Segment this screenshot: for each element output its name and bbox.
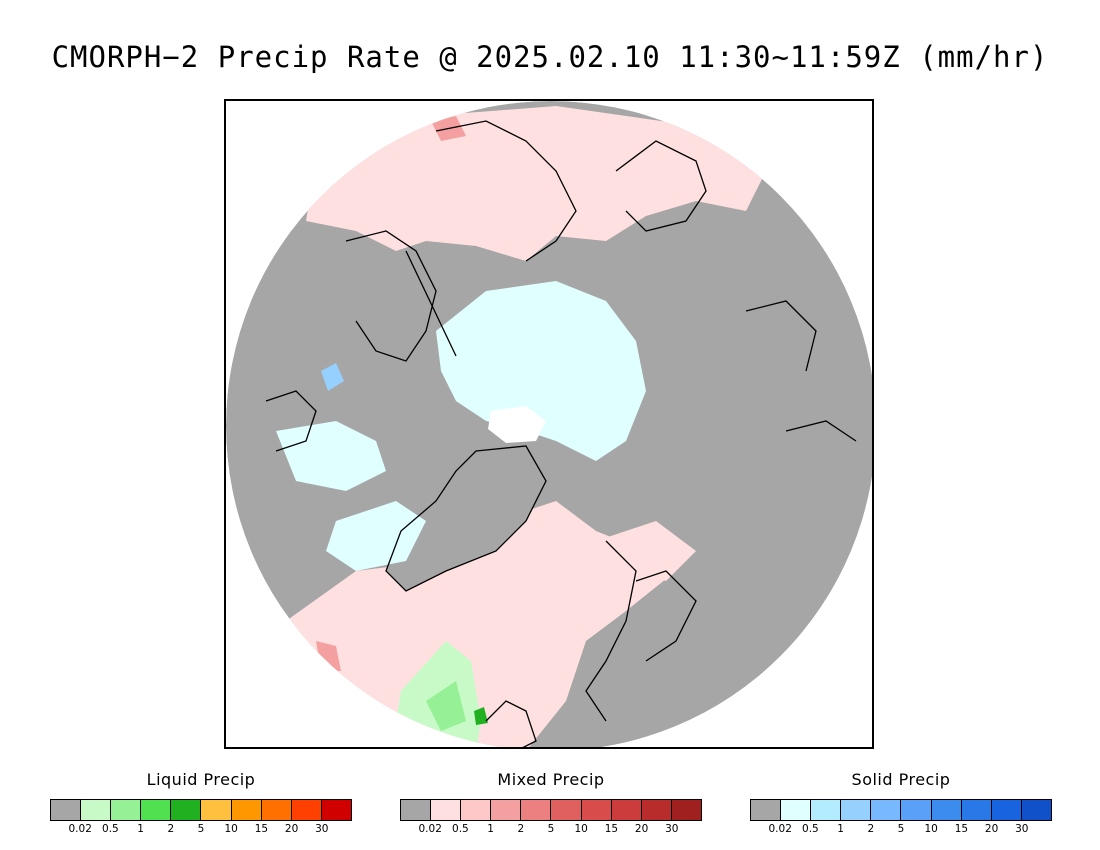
legend-liquid: Liquid Precip 0.02 0.5 1 2 5 10 15 20 30 bbox=[50, 770, 352, 835]
legend-tick-liquid-3: 2 bbox=[167, 823, 175, 835]
solid-precip-area-arctic bbox=[436, 281, 646, 461]
legend-swatch-solid-8 bbox=[991, 800, 1022, 820]
legend-tick-mixed-2: 1 bbox=[487, 823, 494, 835]
legend-tick-mixed-0: 0.02 bbox=[418, 823, 442, 835]
legend-swatch-liquid-5 bbox=[201, 800, 232, 820]
liquid-precip-moderate bbox=[426, 681, 466, 731]
legend-tick-liquid-0: 0.02 bbox=[68, 823, 92, 835]
map-title: CMORPH−2 Precip Rate @ 2025.02.10 11:30~… bbox=[51, 40, 1049, 74]
mixed-precip-area-atlantic bbox=[286, 501, 676, 747]
legend-tick-mixed-6: 15 bbox=[604, 823, 619, 835]
legend-swatch-mixed-4 bbox=[521, 800, 552, 820]
legend-tick-solid-8: 30 bbox=[1015, 823, 1029, 835]
legend-ticks-mixed: 0.02 0.5 1 2 5 10 15 20 30 bbox=[400, 821, 702, 835]
legend-swatch-mixed-3 bbox=[491, 800, 522, 820]
legend-tick-liquid-2: 1 bbox=[137, 823, 144, 835]
legend-tick-mixed-5: 10 bbox=[574, 823, 588, 835]
legend-tick-liquid-4: 5 bbox=[197, 823, 205, 835]
legend-swatch-solid-5 bbox=[901, 800, 932, 820]
legend-swatch-solid-0 bbox=[751, 800, 782, 820]
legend-tick-liquid-8: 30 bbox=[315, 823, 329, 835]
legend-tick-solid-2: 1 bbox=[837, 823, 844, 835]
legend-swatches-liquid bbox=[50, 799, 352, 821]
solid-precip-area-baffin bbox=[326, 501, 426, 571]
legend-swatches-mixed bbox=[400, 799, 702, 821]
legend-solid: Solid Precip 0.02 0.5 1 2 5 10 15 20 30 bbox=[750, 770, 1052, 835]
legend-swatches-solid bbox=[750, 799, 1052, 821]
legend-tick-liquid-7: 20 bbox=[284, 823, 299, 835]
legend-swatch-mixed-1 bbox=[431, 800, 462, 820]
legend-tick-solid-7: 20 bbox=[984, 823, 999, 835]
legend-swatch-mixed-6 bbox=[581, 800, 612, 820]
legend-swatch-solid-1 bbox=[781, 800, 812, 820]
legend-swatch-liquid-0 bbox=[51, 800, 82, 820]
legend-swatch-mixed-0 bbox=[401, 800, 432, 820]
legend-ticks-liquid: 0.02 0.5 1 2 5 10 15 20 30 bbox=[50, 821, 352, 835]
legend-tick-mixed-7: 20 bbox=[634, 823, 649, 835]
legend-tick-solid-0: 0.02 bbox=[768, 823, 792, 835]
legend-title-solid: Solid Precip bbox=[851, 770, 951, 789]
legend-tick-solid-6: 15 bbox=[954, 823, 969, 835]
legend-swatch-solid-6 bbox=[931, 800, 962, 820]
legend-swatch-liquid-6 bbox=[231, 800, 262, 820]
legend-swatch-liquid-1 bbox=[81, 800, 112, 820]
legend-swatch-solid-7 bbox=[961, 800, 992, 820]
legend-swatch-liquid-9 bbox=[321, 800, 351, 820]
legend-tick-mixed-8: 30 bbox=[665, 823, 679, 835]
legend-tick-liquid-5: 10 bbox=[224, 823, 238, 835]
polar-precip-map bbox=[226, 101, 872, 747]
legend-swatch-solid-2 bbox=[811, 800, 842, 820]
legend-tick-mixed-3: 2 bbox=[517, 823, 525, 835]
legend-tick-solid-3: 2 bbox=[867, 823, 875, 835]
legend-swatch-mixed-2 bbox=[461, 800, 492, 820]
legend-mixed: Mixed Precip 0.02 0.5 1 2 5 10 15 20 30 bbox=[400, 770, 702, 835]
legend-swatch-solid-4 bbox=[871, 800, 902, 820]
legend-swatch-mixed-8 bbox=[641, 800, 672, 820]
mixed-precip-area-norway bbox=[596, 521, 696, 581]
legend-swatch-solid-9 bbox=[1021, 800, 1051, 820]
greenland-landmass bbox=[386, 446, 546, 591]
legend-swatch-liquid-4 bbox=[171, 800, 202, 820]
coastlines bbox=[265, 120, 857, 747]
legend-swatch-liquid-2 bbox=[111, 800, 142, 820]
legend-ticks-solid: 0.02 0.5 1 2 5 10 15 20 30 bbox=[750, 821, 1052, 835]
legend-tick-solid-4: 5 bbox=[897, 823, 905, 835]
legend-swatch-solid-3 bbox=[841, 800, 872, 820]
legend-tick-solid-1: 0.5 bbox=[802, 823, 819, 835]
pole-white-area bbox=[488, 406, 546, 443]
map-disc bbox=[226, 101, 872, 747]
map-frame bbox=[224, 99, 874, 749]
legend-swatch-liquid-8 bbox=[291, 800, 322, 820]
solid-precip-area-hudson bbox=[276, 421, 386, 491]
legend-title-mixed: Mixed Precip bbox=[497, 770, 605, 789]
legend-tick-liquid-1: 0.5 bbox=[102, 823, 119, 835]
legend-swatch-mixed-9 bbox=[671, 800, 701, 820]
legend-tick-mixed-1: 0.5 bbox=[452, 823, 469, 835]
legend-swatch-mixed-5 bbox=[551, 800, 582, 820]
legend-title-liquid: Liquid Precip bbox=[146, 770, 256, 789]
legend-tick-liquid-6: 15 bbox=[254, 823, 269, 835]
legend-swatch-liquid-7 bbox=[261, 800, 292, 820]
liquid-precip-heavy bbox=[474, 707, 488, 725]
legend-tick-mixed-4: 5 bbox=[547, 823, 555, 835]
legend-swatch-mixed-7 bbox=[611, 800, 642, 820]
legend-swatch-liquid-3 bbox=[141, 800, 172, 820]
legend-tick-solid-5: 10 bbox=[924, 823, 938, 835]
solid-precip-moderate bbox=[321, 363, 344, 391]
